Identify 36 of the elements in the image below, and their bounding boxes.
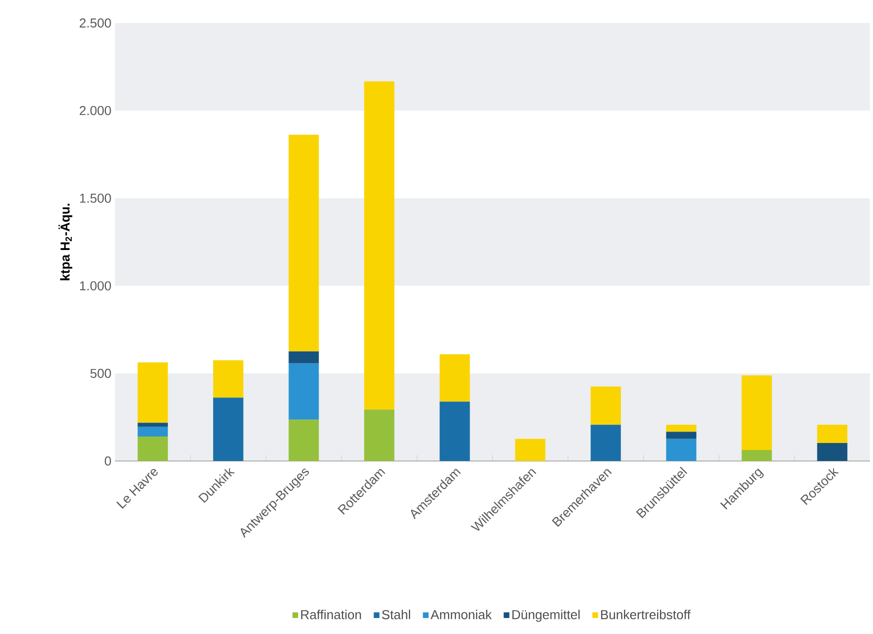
y-tick-label: 2.000 (80, 106, 111, 116)
legend-label: Düngemittel (512, 610, 580, 622)
bar (817, 424, 848, 443)
legend-label: Bunkertreibstoff (601, 610, 691, 620)
bar (288, 420, 319, 461)
bar (138, 362, 168, 423)
bar (742, 375, 772, 450)
y-axis-title: ktpa H$_{2}$-Äqu. (58, 204, 72, 280)
y-tick-label: 1.000 (80, 281, 111, 290)
bar (138, 422, 168, 427)
y-tick-label: 1.500 (80, 194, 111, 203)
y-tick-label: 2.500 (80, 18, 111, 28)
legend-label: Ammoniak (430, 610, 492, 620)
bar (440, 402, 470, 461)
bar (213, 360, 244, 398)
legend-label: Raffination (301, 610, 361, 620)
bar (138, 426, 168, 436)
y-tick-label: 0 (104, 456, 111, 466)
bar (666, 438, 696, 461)
bar (590, 424, 621, 461)
bar (288, 351, 319, 364)
bar (138, 436, 168, 461)
bar (666, 432, 696, 439)
bar (288, 363, 319, 420)
bar (515, 438, 546, 461)
bar (817, 442, 848, 461)
bar (742, 450, 772, 461)
bar (440, 354, 470, 402)
bar (288, 134, 319, 352)
bar (213, 398, 244, 461)
bar (590, 386, 621, 425)
y-tick-label: 500 (90, 368, 111, 378)
legend-label: Stahl (382, 610, 410, 620)
bar (364, 81, 394, 410)
bar (364, 410, 394, 461)
bar (666, 424, 696, 432)
